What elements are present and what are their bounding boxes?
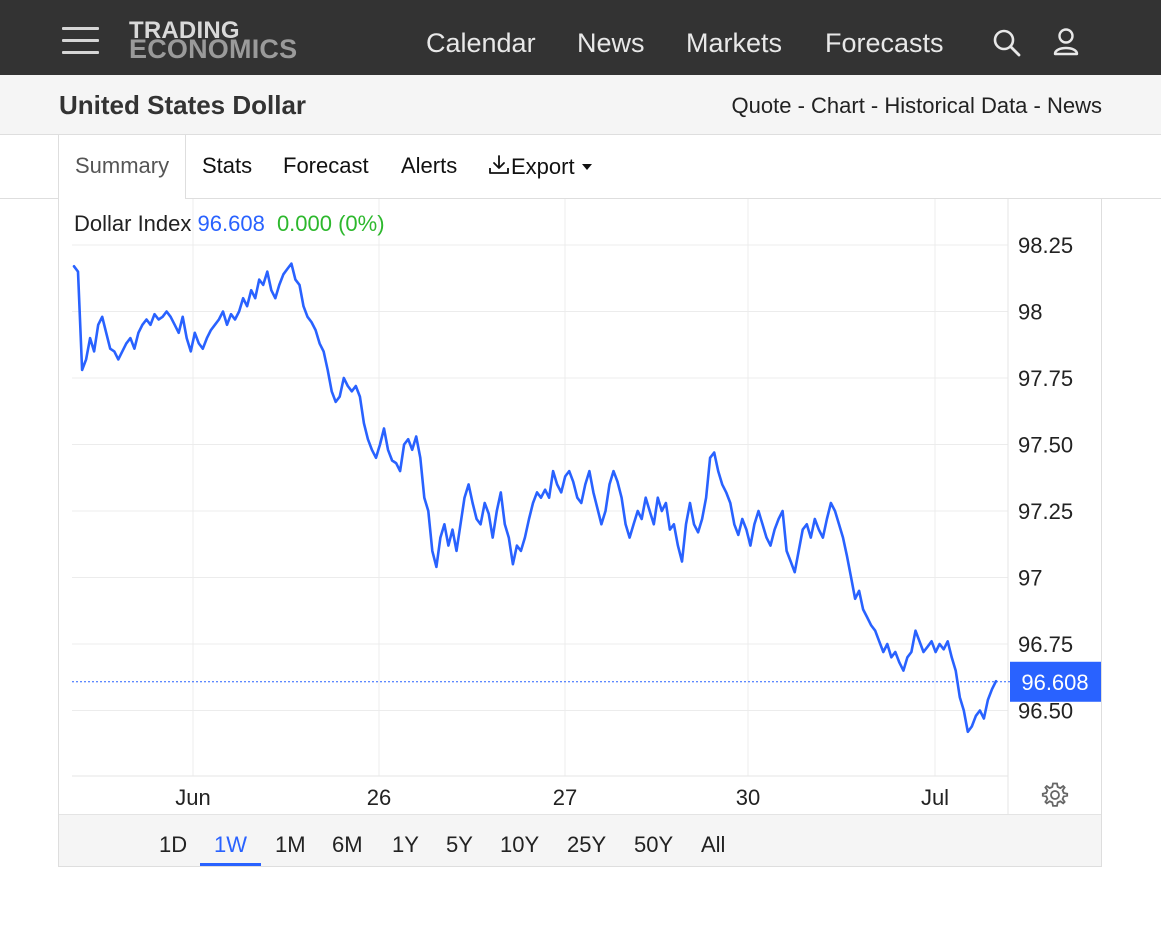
horizontal-grid bbox=[72, 244, 1008, 711]
link-historical-data[interactable]: Historical Data bbox=[884, 93, 1028, 118]
quick-links: Quote - Chart - Historical Data - News bbox=[732, 93, 1102, 119]
export-label: Export bbox=[511, 154, 575, 179]
y-tick-label: 98.25 bbox=[1018, 233, 1073, 258]
range-10y[interactable]: 10Y bbox=[500, 832, 540, 857]
chart-card bbox=[58, 199, 1102, 867]
last-value-label: 96.608 bbox=[1021, 670, 1088, 695]
x-tick-label: 27 bbox=[553, 785, 577, 810]
last-value-badge: 96.608 bbox=[1010, 661, 1101, 702]
download-icon bbox=[489, 155, 509, 174]
top-navbar: TRADING ECONOMICS Calendar News Markets … bbox=[0, 0, 1161, 75]
x-tick-label: Jun bbox=[175, 785, 210, 810]
range-selector: 1D 1W 1M 6M 1Y 5Y 10Y 25Y 50Y All bbox=[59, 814, 1101, 866]
caret-down-icon bbox=[581, 164, 592, 170]
menu-icon[interactable] bbox=[62, 27, 100, 55]
range-1d[interactable]: 1D bbox=[159, 832, 188, 857]
range-active-underline bbox=[200, 863, 261, 866]
link-separator: - bbox=[791, 93, 812, 118]
search-icon[interactable] bbox=[992, 28, 1022, 58]
tab-forecast[interactable]: Forecast bbox=[283, 153, 369, 178]
link-news[interactable]: News bbox=[1046, 93, 1102, 118]
range-50y[interactable]: 50Y bbox=[634, 832, 674, 857]
chart-legend: Dollar Index 96.608 0.000 (0%) bbox=[74, 211, 385, 237]
logo-line-1: TRADING bbox=[129, 17, 240, 44]
user-icon[interactable] bbox=[1052, 27, 1080, 57]
nav-link-forecasts[interactable]: Forecasts bbox=[825, 28, 944, 58]
y-tick-label: 98 bbox=[1018, 300, 1042, 325]
range-1w[interactable]: 1W bbox=[214, 832, 247, 857]
y-tick-label: 97 bbox=[1018, 566, 1042, 591]
tab-alerts[interactable]: Alerts bbox=[401, 153, 458, 178]
link-separator: - bbox=[1027, 93, 1047, 118]
series-line bbox=[72, 262, 998, 734]
range-all[interactable]: All bbox=[701, 832, 726, 857]
price-chart[interactable]: 98.25 98 97.75 97.50 97.25 97 96.75 96.50 Jun 26… bbox=[0, 199, 1161, 814]
range-1m[interactable]: 1M bbox=[275, 832, 306, 857]
export-button[interactable]: Export bbox=[487, 153, 593, 180]
page-title: United States Dollar bbox=[59, 90, 307, 120]
nav-link-news[interactable]: News bbox=[577, 28, 645, 58]
tab-stats[interactable]: Stats bbox=[202, 153, 253, 178]
link-chart[interactable]: Chart bbox=[811, 93, 865, 118]
nav-link-calendar[interactable]: Calendar bbox=[426, 28, 536, 58]
y-tick-label: 97.25 bbox=[1018, 499, 1073, 524]
y-axis-ticks: 98.25 98 97.75 97.50 97.25 97 96.75 96.50 bbox=[1018, 233, 1073, 724]
x-axis-ticks: Jun 26 27 30 Jul bbox=[175, 785, 949, 810]
tab-summary[interactable]: Summary bbox=[75, 153, 170, 178]
y-tick-label: 97.50 bbox=[1018, 433, 1073, 458]
range-25y[interactable]: 25Y bbox=[567, 832, 607, 857]
gear-icon[interactable] bbox=[1041, 781, 1069, 809]
site-logo[interactable]: TRADING ECONOMICS bbox=[129, 17, 298, 64]
nav-link-markets[interactable]: Markets bbox=[686, 28, 783, 58]
tabs-row: Summary Stats Forecast Alerts Export bbox=[0, 135, 1161, 200]
link-separator: - bbox=[864, 93, 885, 118]
range-1y[interactable]: 1Y bbox=[392, 832, 419, 857]
vertical-grid bbox=[192, 199, 936, 776]
x-tick-label: 30 bbox=[736, 785, 760, 810]
x-tick-label: Jul bbox=[921, 785, 949, 810]
page-subheader: United States Dollar Quote - Chart - His… bbox=[0, 75, 1161, 135]
range-5y[interactable]: 5Y bbox=[446, 832, 473, 857]
logo-line-2: ECONOMICS bbox=[129, 34, 298, 64]
y-tick-label: 97.75 bbox=[1018, 366, 1073, 391]
legend-change: 0.000 (0%) bbox=[276, 211, 385, 236]
range-6m[interactable]: 6M bbox=[332, 832, 363, 857]
y-tick-label: 96.50 bbox=[1018, 699, 1073, 724]
link-quote[interactable]: Quote bbox=[731, 93, 792, 118]
y-tick-label: 96.75 bbox=[1018, 632, 1073, 657]
x-tick-label: 26 bbox=[367, 785, 391, 810]
legend-series-name: Dollar Index bbox=[74, 211, 192, 236]
legend-value: 96.608 bbox=[197, 211, 265, 236]
tab-active-indicator bbox=[58, 135, 186, 200]
